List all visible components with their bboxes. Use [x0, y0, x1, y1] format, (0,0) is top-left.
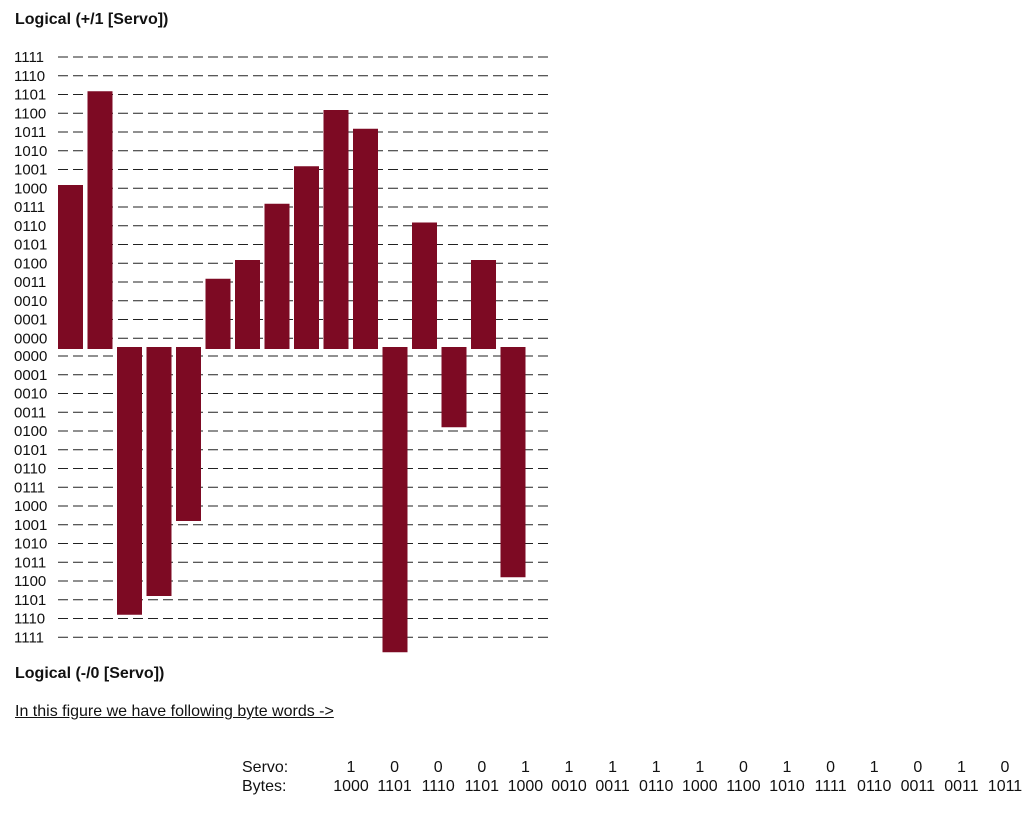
bar [294, 166, 319, 349]
tick-label: 1110 [14, 68, 45, 85]
bytes-row-label: Bytes: [242, 778, 287, 795]
tick-label: 1001 [14, 162, 47, 179]
tick-label: 1011 [14, 124, 46, 141]
tick-label: 0100 [14, 423, 47, 440]
servo-value: 0 [826, 759, 836, 776]
servo-value: 0 [477, 759, 487, 776]
tick-label: 0010 [14, 293, 47, 310]
bar [117, 347, 142, 615]
tick-label: 1111 [14, 629, 44, 646]
tick-labels: 1111111011011100101110101001100001110110… [14, 49, 47, 646]
byte-value: 0011 [944, 778, 979, 795]
servo-value: 1 [564, 759, 574, 776]
servo-value: 1 [956, 759, 966, 776]
tick-label: 1101 [14, 592, 46, 609]
tick-label: 0110 [14, 461, 46, 478]
byte-words-link[interactable]: In this figure we have following byte wo… [15, 703, 334, 720]
bar [500, 347, 526, 578]
tick-label: 1000 [14, 180, 47, 197]
tick-label: 1110 [14, 611, 45, 628]
byte-value: 0110 [638, 778, 674, 795]
bar [323, 110, 349, 349]
tick-label: 1000 [14, 498, 47, 515]
byte-value: 0011 [900, 778, 935, 795]
servo-row-label: Servo: [242, 759, 289, 776]
byte-value: 0110 [856, 778, 892, 795]
byte-value: 1100 [726, 778, 761, 795]
tick-label: 1100 [14, 573, 46, 590]
byte-value: 0010 [551, 778, 587, 795]
tick-label: 0110 [14, 218, 46, 235]
tick-label: 1101 [14, 87, 46, 104]
bar [146, 347, 172, 596]
bar [441, 347, 467, 428]
chart-title-negative: Logical (-/0 [Servo]) [15, 665, 165, 682]
tick-label: 1011 [14, 554, 46, 571]
bar [353, 128, 378, 349]
tick-label: 0101 [14, 442, 47, 459]
bar [235, 260, 260, 349]
bar [471, 260, 496, 349]
tick-label: 0100 [14, 255, 47, 272]
servo-value: 0 [1000, 759, 1010, 776]
byte-value: 1101 [377, 778, 412, 795]
servo-value: 1 [608, 759, 618, 776]
byte-value: 1101 [464, 778, 499, 795]
tick-label: 0000 [14, 330, 47, 347]
servo-value: 0 [738, 759, 748, 776]
tick-label: 1100 [14, 105, 46, 122]
tick-label: 1001 [14, 517, 47, 534]
servo-value: 1 [520, 759, 530, 776]
servo-value: 0 [390, 759, 400, 776]
tick-label: 0000 [14, 348, 47, 365]
byte-value: 1111 [814, 778, 847, 795]
tick-label: 0001 [14, 367, 47, 384]
bar [412, 222, 437, 349]
tick-label: 0011 [14, 274, 46, 291]
bar [382, 347, 408, 653]
tick-label: 1010 [14, 143, 47, 160]
servo-value: 1 [651, 759, 661, 776]
servo-value: 0 [913, 759, 923, 776]
byte-value: 1000 [333, 778, 369, 795]
byte-value: 1000 [507, 778, 544, 795]
byte-value: 1110 [421, 778, 455, 795]
tick-label: 0111 [14, 479, 45, 496]
servo-value: 1 [695, 759, 705, 776]
byte-value: 0011 [595, 778, 630, 795]
bar [176, 347, 201, 521]
bars [58, 91, 526, 653]
servo-value: 1 [869, 759, 879, 776]
bar-chart: 1111111011011100101110101001100001110110… [14, 49, 552, 653]
tick-label: 0111 [14, 199, 45, 216]
tick-label: 0001 [14, 312, 47, 329]
tick-label: 0101 [14, 237, 47, 254]
bar [87, 91, 113, 349]
bar [58, 185, 83, 349]
chart-title-positive: Logical (+/1 [Servo]) [15, 11, 169, 28]
byte-value: 1000 [682, 778, 718, 795]
servo-value: 1 [346, 759, 356, 776]
byte-value: 1011 [987, 778, 1023, 795]
tick-label: 1111 [14, 49, 44, 66]
bar [205, 278, 231, 349]
tick-label: 0010 [14, 386, 47, 403]
tick-label: 1010 [14, 536, 47, 553]
bar [264, 203, 290, 349]
servo-value: 0 [433, 759, 443, 776]
byte-value: 1010 [769, 778, 805, 795]
tick-label: 0011 [14, 404, 46, 421]
servo-value: 1 [782, 759, 792, 776]
